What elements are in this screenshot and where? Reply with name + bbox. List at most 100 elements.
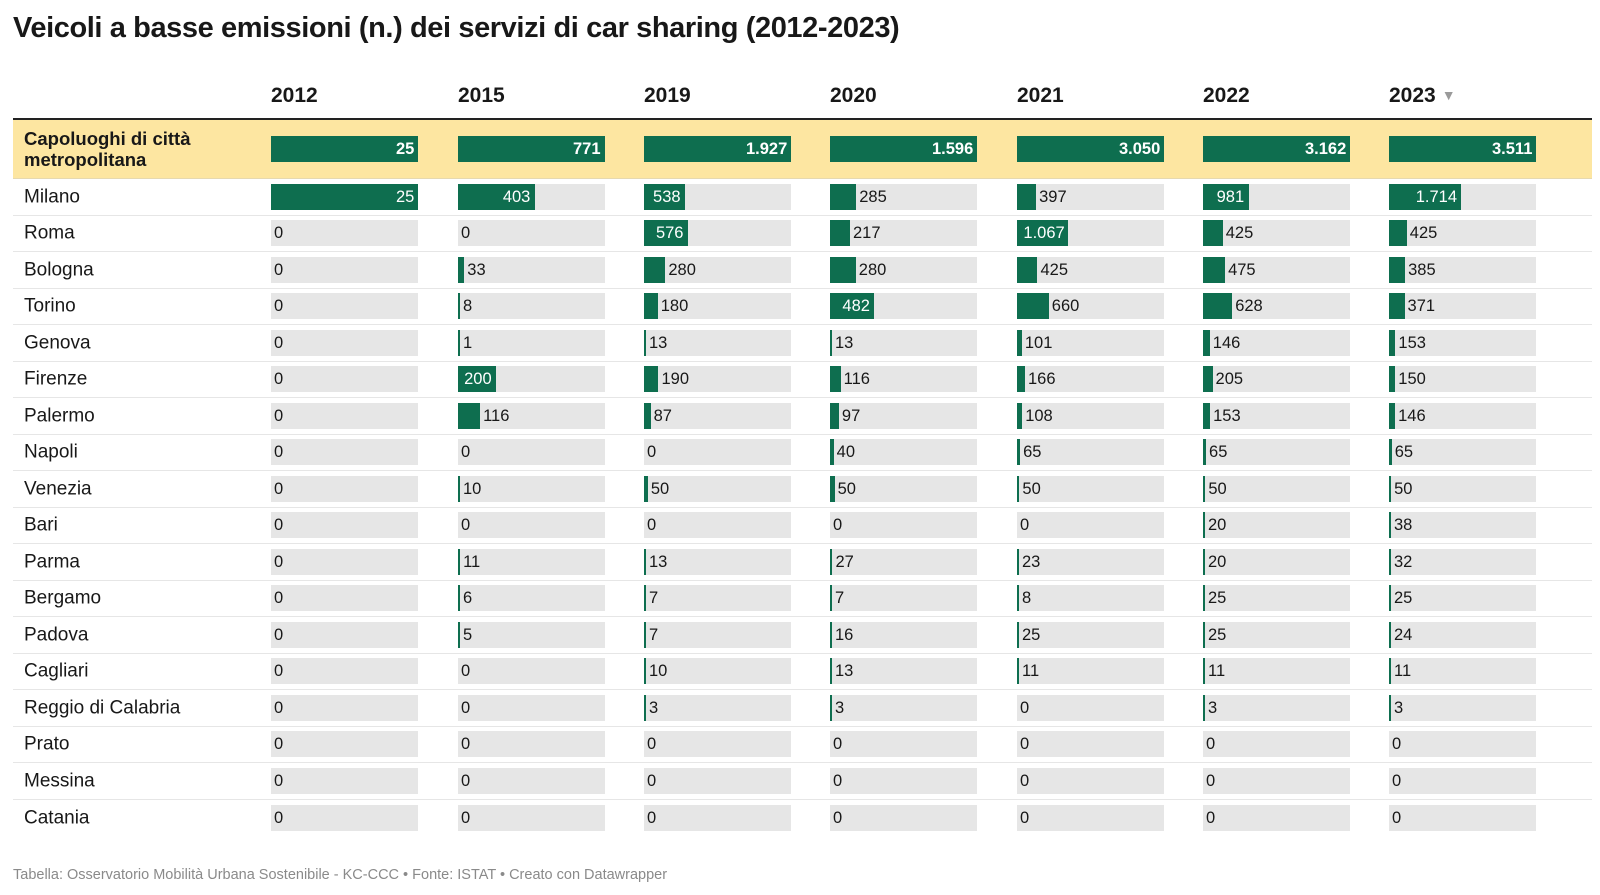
- bar: [830, 220, 850, 247]
- bar-cell: 403: [458, 183, 605, 210]
- bar-cell: 50: [1203, 475, 1350, 502]
- table-row: Catania 0 0 0 0 0 0 0: [13, 800, 1592, 837]
- bar-value-label: 425: [1225, 224, 1254, 243]
- bar-value-label: 108: [1025, 406, 1053, 425]
- bar-cell: 24: [1389, 621, 1536, 648]
- bar: [271, 136, 418, 162]
- bar: [644, 329, 646, 356]
- bar: [1017, 475, 1020, 502]
- bar-value-label: 0: [461, 771, 471, 790]
- bar-value-label: 0: [647, 516, 657, 535]
- bar-value-label: 50: [650, 479, 670, 498]
- bar-value-label: 8: [1022, 589, 1032, 608]
- column-header-2015[interactable]: 2015: [458, 84, 505, 108]
- table-row: Palermo 0 116 87 97 108 153 146: [13, 398, 1592, 435]
- table-row: Napoli 0 0 0 40 65 65 65: [13, 435, 1592, 471]
- bar-value-label: 0: [274, 808, 284, 827]
- bar: [1017, 658, 1019, 685]
- bar-cell: 116: [830, 366, 977, 393]
- bar-cell: 150: [1389, 366, 1536, 393]
- row-label: Roma: [24, 222, 75, 244]
- column-header-2023[interactable]: 2023 ▼: [1389, 84, 1456, 108]
- bar-cell: 0: [271, 256, 418, 283]
- bar: [1203, 136, 1350, 162]
- bar-value-label: 190: [661, 370, 690, 389]
- bar: [458, 366, 497, 393]
- table-row: Bari 0 0 0 0 0 20 38: [13, 508, 1592, 544]
- column-header-2019[interactable]: 2019: [644, 84, 691, 108]
- column-header-2020[interactable]: 2020: [830, 84, 877, 108]
- bar-cell: 0: [830, 731, 977, 758]
- bar: [830, 475, 835, 502]
- source-footer: Tabella: Osservatorio Mobilità Urbana So…: [13, 867, 668, 883]
- bar-value-label: 0: [274, 771, 284, 790]
- bar: [830, 658, 832, 685]
- column-header-label: 2020: [830, 84, 877, 107]
- sort-descending-icon[interactable]: ▼: [1441, 87, 1456, 103]
- table-row: Bergamo 0 6 7 7 8 25 25: [13, 581, 1592, 617]
- column-header-2021[interactable]: 2021: [1017, 84, 1064, 108]
- bar: [1017, 183, 1037, 210]
- bar-value-label: 0: [274, 735, 284, 754]
- bar-value-label: 5: [463, 625, 473, 644]
- bar-value-label: 11: [463, 552, 481, 571]
- bar-cell: 7: [644, 585, 791, 612]
- bar-value-label: 0: [1206, 735, 1216, 754]
- bar-value-label: 27: [835, 552, 854, 571]
- row-label: Bergamo: [24, 587, 102, 609]
- bar: [644, 585, 646, 612]
- bar-cell: 25: [1203, 585, 1350, 612]
- bar-cell: 65: [1389, 439, 1536, 466]
- row-label: Napoli: [24, 441, 78, 463]
- table-row: Roma 0 0 576 217 1.067 425 425: [13, 216, 1592, 252]
- bar-cell: 25: [271, 183, 418, 210]
- bar-cell: 27: [830, 548, 977, 575]
- row-label: Firenze: [24, 368, 88, 390]
- bar-value-label: 425: [1409, 224, 1438, 243]
- bar-cell: 50: [1017, 475, 1164, 502]
- total-row: Capoluoghi di città metropolitana 25 771 1.9…: [13, 120, 1592, 179]
- bar-cell: 13: [830, 658, 977, 685]
- bar-cell: 200: [458, 366, 605, 393]
- bar-value-label: 482: [842, 297, 870, 316]
- bar-cell: 32: [1389, 548, 1536, 575]
- bar: [1203, 366, 1213, 393]
- bar-value-label: 65: [1023, 443, 1042, 462]
- row-label: Capoluoghi di città metropolitana: [24, 128, 191, 170]
- bar: [1389, 621, 1391, 648]
- bar-value-label: 0: [274, 662, 284, 681]
- bar-cell: 285: [830, 183, 977, 210]
- bar-value-label: 1.067: [1023, 224, 1065, 243]
- bar-value-label: 87: [653, 406, 672, 425]
- bar-value-label: 0: [833, 735, 843, 754]
- bar-value-label: 200: [464, 370, 492, 389]
- row-label: Prato: [24, 733, 70, 755]
- bar-cell: 0: [458, 658, 605, 685]
- row-label: Bari: [24, 514, 58, 536]
- bar-cell: 0: [1203, 767, 1350, 794]
- bar-cell: 108: [1017, 402, 1164, 429]
- bar: [1017, 329, 1022, 356]
- bar-cell: 0: [458, 804, 605, 831]
- bar-cell: 7: [830, 585, 977, 612]
- bar-value-label: 1.927: [746, 140, 788, 158]
- bar-value-label: 0: [1206, 771, 1216, 790]
- bar: [1203, 621, 1205, 648]
- bar-value-label: 0: [1392, 735, 1402, 754]
- bar: [458, 136, 605, 162]
- column-header-2022[interactable]: 2022: [1203, 84, 1250, 108]
- table-row: Genova 0 1 13 13 101 146 153: [13, 325, 1592, 362]
- bar-cell: 20: [1203, 512, 1350, 539]
- bar-cell: 0: [458, 512, 605, 539]
- bar: [1017, 585, 1019, 612]
- bar-value-label: 25: [1208, 589, 1227, 608]
- column-header-2012[interactable]: 2012: [271, 84, 318, 108]
- bar-cell: 40: [830, 439, 977, 466]
- bar: [1203, 329, 1210, 356]
- bar: [1017, 366, 1025, 393]
- bar-value-label: 0: [274, 370, 284, 389]
- bar-cell: 10: [644, 658, 791, 685]
- bar-value-label: 3.162: [1305, 140, 1347, 158]
- bar-value-label: 385: [1408, 260, 1436, 279]
- bar-cell: 10: [458, 475, 605, 502]
